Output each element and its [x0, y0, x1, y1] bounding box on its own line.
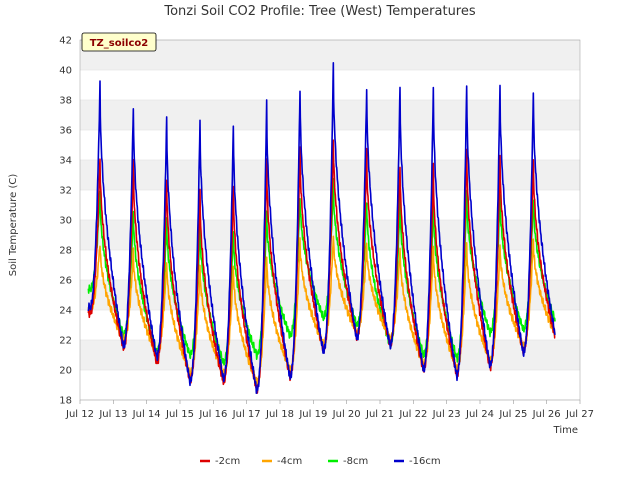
x-tick-label: Jul 20 — [332, 409, 361, 420]
y-tick-label: 36 — [59, 126, 72, 137]
y-tick-label: 40 — [59, 66, 72, 77]
y-tick-label: 32 — [59, 186, 72, 197]
x-tick-label: Jul 14 — [132, 409, 161, 420]
series-line — [87, 177, 556, 366]
y-axis-label: Soil Temperature (C) — [8, 174, 19, 277]
legend-item: -16cm — [394, 456, 441, 467]
x-axis-label: Time — [553, 425, 578, 436]
legend-label: -2cm — [215, 456, 240, 467]
series-lines — [87, 61, 556, 395]
dataset-badge-label: TZ_soilco2 — [90, 38, 149, 49]
x-tick-label: Jul 26 — [532, 409, 561, 420]
x-tick-label: Jul 21 — [365, 409, 394, 420]
x-tick-label: Jul 18 — [265, 409, 294, 420]
y-tick-label: 34 — [59, 156, 72, 167]
x-tick-label: Jul 15 — [165, 409, 194, 420]
x-tick-label: Jul 16 — [198, 409, 227, 420]
y-tick-label: 18 — [59, 396, 72, 407]
x-tick-label: Jul 17 — [232, 409, 261, 420]
y-tick-label: 28 — [59, 246, 72, 257]
legend-item: -4cm — [262, 456, 302, 467]
grid-band — [80, 160, 580, 190]
x-tick-label: Jul 12 — [65, 409, 94, 420]
legend-item: -8cm — [328, 456, 368, 467]
grid-band — [80, 100, 580, 130]
x-tick-label: Jul 23 — [432, 409, 461, 420]
legend-label: -8cm — [343, 456, 368, 467]
x-tick-label: Jul 25 — [498, 409, 527, 420]
y-tick-label: 22 — [59, 336, 72, 347]
plot-frame — [79, 39, 581, 401]
legend-label: -16cm — [409, 456, 441, 467]
grid-band — [80, 40, 580, 70]
y-tick-label: 38 — [59, 96, 72, 107]
legend-item: -2cm — [200, 456, 240, 467]
y-tick-label: 30 — [59, 216, 72, 227]
legend: -2cm -4cm -8cm -16cm — [200, 456, 441, 467]
x-tick-label: Jul 27 — [565, 409, 594, 420]
legend-label: -4cm — [277, 456, 302, 467]
x-tick-label: Jul 19 — [298, 409, 327, 420]
y-tick-label: 20 — [59, 366, 72, 377]
x-tick-label: Jul 13 — [98, 409, 127, 420]
series-line — [87, 61, 556, 395]
chart-title: Tonzi Soil CO2 Profile: Tree (West) Temp… — [163, 4, 476, 19]
y-tick-label: 24 — [59, 306, 72, 317]
y-tick-label: 26 — [59, 276, 72, 287]
x-tick-labels: Jul 12 Jul 13 Jul 14 Jul 15 Jul 16 Jul 17 Jul … — [65, 400, 594, 420]
dataset-badge: TZ_soilco2 — [81, 32, 157, 52]
y-tick-labels: 18 20 22 24 26 28 30 32 34 36 38 40 42 — [59, 36, 72, 407]
x-tick-label: Jul 22 — [398, 409, 427, 420]
x-tick-label: Jul 24 — [465, 409, 494, 420]
grid-band — [80, 340, 580, 370]
y-tick-label: 42 — [59, 36, 72, 47]
